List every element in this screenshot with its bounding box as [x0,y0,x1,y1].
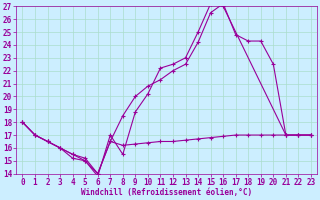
X-axis label: Windchill (Refroidissement éolien,°C): Windchill (Refroidissement éolien,°C) [81,188,252,197]
